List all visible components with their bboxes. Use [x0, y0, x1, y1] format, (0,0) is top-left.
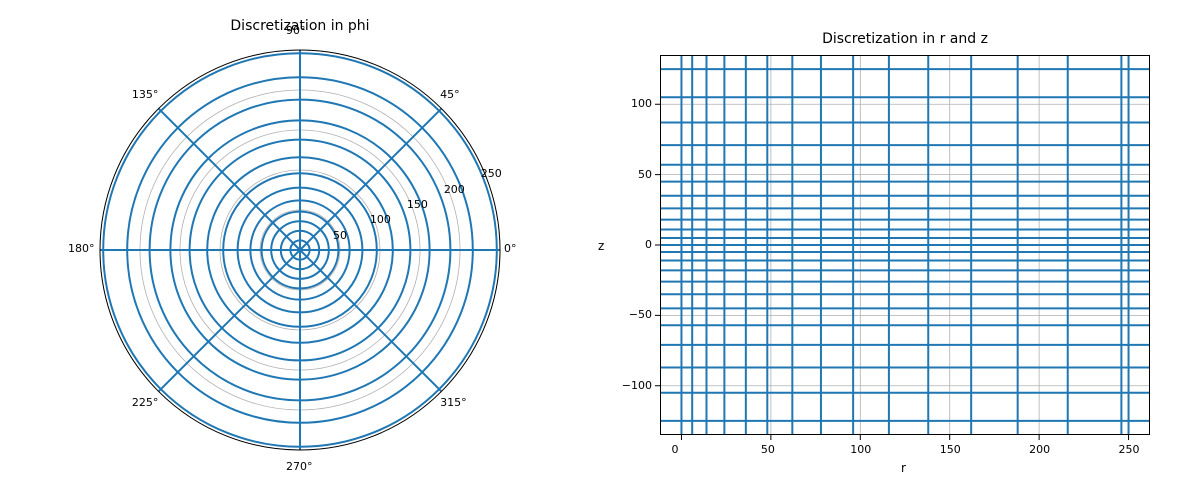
cartesian-xtick: 150	[940, 443, 961, 456]
polar-radial-tick: 150	[407, 198, 428, 211]
cartesian-ytick: 100	[612, 97, 652, 110]
polar-radial-tick: 200	[444, 183, 465, 196]
cartesian-ytick: −50	[612, 308, 652, 321]
cartesian-xlabel: r	[901, 461, 906, 475]
cartesian-xtick: 50	[761, 443, 775, 456]
cartesian-tick-labels: 050100150200250−100−50050100	[660, 55, 1150, 435]
cartesian-ytick: 0	[612, 238, 652, 251]
cartesian-title: Discretization in r and z	[660, 31, 1150, 47]
polar-radial-tick: 250	[481, 167, 502, 180]
cartesian-xtick: 0	[671, 443, 678, 456]
polar-radial-tick: 50	[333, 229, 347, 242]
polar-subplot: Discretization in phi 0°45°90°135°180°22…	[90, 40, 510, 460]
cartesian-ytick: 50	[612, 168, 652, 181]
polar-angle-tick: 45°	[440, 88, 460, 101]
polar-angle-tick: 225°	[132, 396, 159, 409]
polar-radial-tick: 100	[370, 213, 391, 226]
polar-angle-tick: 270°	[286, 460, 313, 473]
polar-angle-tick: 315°	[440, 396, 467, 409]
cartesian-xtick: 200	[1029, 443, 1050, 456]
cartesian-ylabel: z	[598, 239, 604, 253]
cartesian-subplot: Discretization in r and z 05010015020025…	[660, 55, 1150, 435]
polar-angle-tick: 90°	[286, 24, 306, 37]
polar-angle-tick: 0°	[504, 242, 517, 255]
polar-angle-tick: 135°	[132, 88, 159, 101]
cartesian-ytick: −100	[612, 379, 652, 392]
cartesian-xtick: 100	[850, 443, 871, 456]
cartesian-xtick: 250	[1119, 443, 1140, 456]
polar-tick-labels: 0°45°90°135°180°225°270°315°501001502002…	[90, 40, 510, 460]
figure: Discretization in phi 0°45°90°135°180°22…	[0, 0, 1200, 500]
polar-angle-tick: 180°	[68, 242, 95, 255]
